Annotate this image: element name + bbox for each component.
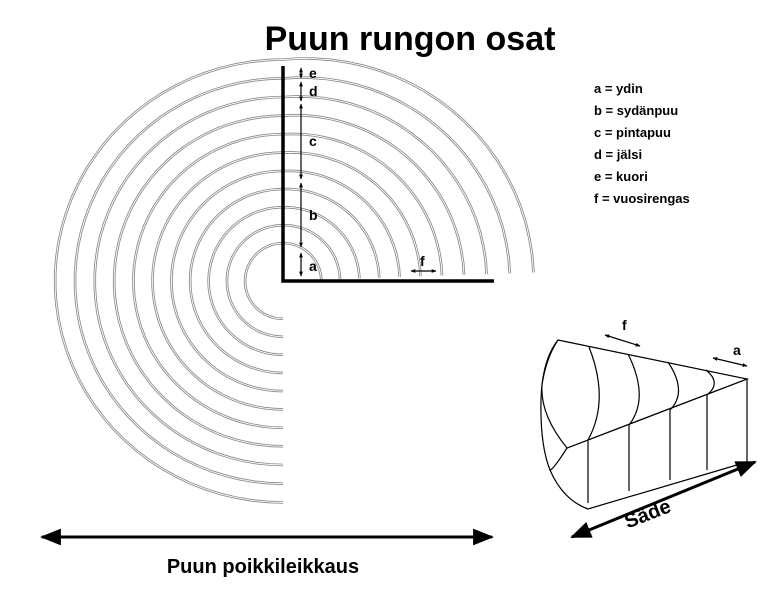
legend: a = ydin b = sydänpuu c = pintapuu d = j… <box>594 81 690 206</box>
cross-section-cut-edge <box>281 66 494 283</box>
annual-ring-inner <box>171 170 401 392</box>
annual-ring-inner <box>244 242 322 320</box>
segment-label-b: b <box>309 207 318 223</box>
wedge-ring-arrow-f <box>604 334 641 347</box>
radius-label: Säde <box>622 496 675 534</box>
wedge-ring-2 <box>627 353 640 426</box>
annual-ring-inner <box>113 114 465 447</box>
wedge-ring-1 <box>587 346 600 441</box>
annual-ring-inner <box>94 95 488 466</box>
annual-ring-inner <box>208 206 360 356</box>
legend-item-d: d = jälsi <box>594 147 642 162</box>
legend-item-b: b = sydänpuu <box>594 103 678 118</box>
diagram-title: Puun rungon osat <box>265 20 556 58</box>
wedge-pith-arrow-a <box>712 357 748 367</box>
wedge-label-f: f <box>622 317 627 333</box>
annual-ring-inner <box>74 77 511 485</box>
annual-ring-inner <box>189 188 380 374</box>
wedge-label-a: a <box>733 342 741 358</box>
legend-item-f: f = vuosirengas <box>594 191 690 206</box>
segment-label-e: e <box>309 65 317 81</box>
annual-ring-inner <box>133 133 443 429</box>
segment-label-c: c <box>309 133 317 149</box>
wedge-ring-4 <box>705 369 715 396</box>
radius-arrow <box>570 460 757 539</box>
annual-ring-inner <box>226 224 341 338</box>
segment-label-d: d <box>309 83 318 99</box>
segment-label-a: a <box>309 258 317 274</box>
annual-rings <box>53 57 535 504</box>
legend-item-e: e = kuori <box>594 169 648 184</box>
bottom-caption: Puun poikkileikkaus <box>167 556 359 578</box>
legend-item-a: a = ydin <box>594 81 643 96</box>
annual-ring-inner <box>54 58 534 503</box>
wedge-ring-3 <box>667 361 680 411</box>
ring-width-label-f: f <box>420 253 425 269</box>
annual-ring-inner <box>152 151 421 410</box>
wood-wedge-block: f a <box>540 317 750 510</box>
legend-item-c: c = pintapuu <box>594 125 671 140</box>
wedge-top-face <box>541 339 750 449</box>
